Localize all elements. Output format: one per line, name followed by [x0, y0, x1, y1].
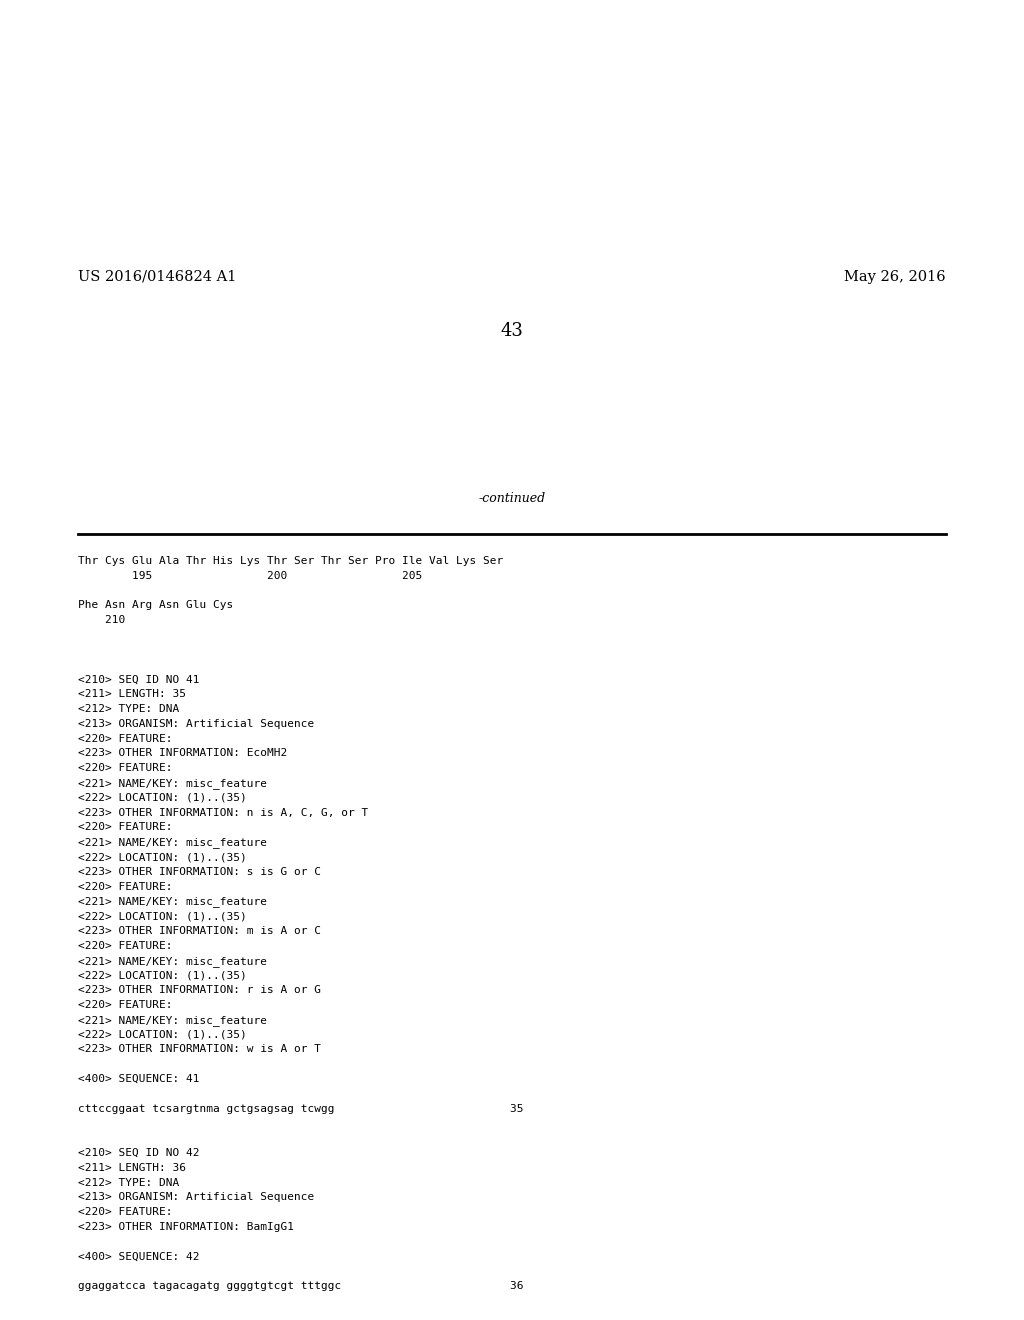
Text: ggaggatcca tagacagatg ggggtgtcgt tttggc                         36: ggaggatcca tagacagatg ggggtgtcgt tttggc …	[78, 1282, 523, 1291]
Text: <400> SEQUENCE: 41: <400> SEQUENCE: 41	[78, 1074, 200, 1084]
Text: <222> LOCATION: (1)..(35): <222> LOCATION: (1)..(35)	[78, 970, 247, 981]
Text: <220> FEATURE:: <220> FEATURE:	[78, 941, 172, 950]
Text: <222> LOCATION: (1)..(35): <222> LOCATION: (1)..(35)	[78, 793, 247, 803]
Text: <213> ORGANISM: Artificial Sequence: <213> ORGANISM: Artificial Sequence	[78, 1192, 314, 1203]
Text: US 2016/0146824 A1: US 2016/0146824 A1	[78, 271, 237, 284]
Text: 195                 200                 205: 195 200 205	[78, 570, 422, 581]
Text: Phe Asn Arg Asn Glu Cys: Phe Asn Arg Asn Glu Cys	[78, 601, 233, 610]
Text: <220> FEATURE:: <220> FEATURE:	[78, 763, 172, 774]
Text: 210: 210	[78, 615, 125, 626]
Text: <223> OTHER INFORMATION: n is A, C, G, or T: <223> OTHER INFORMATION: n is A, C, G, o…	[78, 808, 368, 817]
Text: <212> TYPE: DNA: <212> TYPE: DNA	[78, 704, 179, 714]
Text: <220> FEATURE:: <220> FEATURE:	[78, 822, 172, 833]
Text: <210> SEQ ID NO 42: <210> SEQ ID NO 42	[78, 1148, 200, 1158]
Text: <221> NAME/KEY: misc_feature: <221> NAME/KEY: misc_feature	[78, 1015, 267, 1026]
Text: 43: 43	[501, 322, 523, 341]
Text: cttccggaat tcsargtnma gctgsagsag tcwgg                          35: cttccggaat tcsargtnma gctgsagsag tcwgg 3…	[78, 1104, 523, 1114]
Text: <223> OTHER INFORMATION: m is A or C: <223> OTHER INFORMATION: m is A or C	[78, 927, 321, 936]
Text: <222> LOCATION: (1)..(35): <222> LOCATION: (1)..(35)	[78, 851, 247, 862]
Text: <211> LENGTH: 36: <211> LENGTH: 36	[78, 1163, 185, 1172]
Text: <223> OTHER INFORMATION: s is G or C: <223> OTHER INFORMATION: s is G or C	[78, 867, 321, 876]
Text: <223> OTHER INFORMATION: r is A or G: <223> OTHER INFORMATION: r is A or G	[78, 985, 321, 995]
Text: <220> FEATURE:: <220> FEATURE:	[78, 734, 172, 743]
Text: <212> TYPE: DNA: <212> TYPE: DNA	[78, 1177, 179, 1188]
Text: <220> FEATURE:: <220> FEATURE:	[78, 1208, 172, 1217]
Text: <221> NAME/KEY: misc_feature: <221> NAME/KEY: misc_feature	[78, 837, 267, 849]
Text: <220> FEATURE:: <220> FEATURE:	[78, 1001, 172, 1010]
Text: <210> SEQ ID NO 41: <210> SEQ ID NO 41	[78, 675, 200, 684]
Text: <223> OTHER INFORMATION: BamIgG1: <223> OTHER INFORMATION: BamIgG1	[78, 1222, 294, 1232]
Text: <223> OTHER INFORMATION: EcoMH2: <223> OTHER INFORMATION: EcoMH2	[78, 748, 287, 759]
Text: <222> LOCATION: (1)..(35): <222> LOCATION: (1)..(35)	[78, 1030, 247, 1040]
Text: -continued: -continued	[478, 492, 546, 506]
Text: <400> SEQUENCE: 42: <400> SEQUENCE: 42	[78, 1251, 200, 1262]
Text: <220> FEATURE:: <220> FEATURE:	[78, 882, 172, 891]
Text: <221> NAME/KEY: misc_feature: <221> NAME/KEY: misc_feature	[78, 777, 267, 789]
Text: <211> LENGTH: 35: <211> LENGTH: 35	[78, 689, 185, 700]
Text: May 26, 2016: May 26, 2016	[845, 271, 946, 284]
Text: Thr Cys Glu Ala Thr His Lys Thr Ser Thr Ser Pro Ile Val Lys Ser: Thr Cys Glu Ala Thr His Lys Thr Ser Thr …	[78, 556, 503, 566]
Text: <221> NAME/KEY: misc_feature: <221> NAME/KEY: misc_feature	[78, 956, 267, 966]
Text: <221> NAME/KEY: misc_feature: <221> NAME/KEY: misc_feature	[78, 896, 267, 907]
Text: <222> LOCATION: (1)..(35): <222> LOCATION: (1)..(35)	[78, 911, 247, 921]
Text: <223> OTHER INFORMATION: w is A or T: <223> OTHER INFORMATION: w is A or T	[78, 1044, 321, 1055]
Text: <213> ORGANISM: Artificial Sequence: <213> ORGANISM: Artificial Sequence	[78, 719, 314, 729]
